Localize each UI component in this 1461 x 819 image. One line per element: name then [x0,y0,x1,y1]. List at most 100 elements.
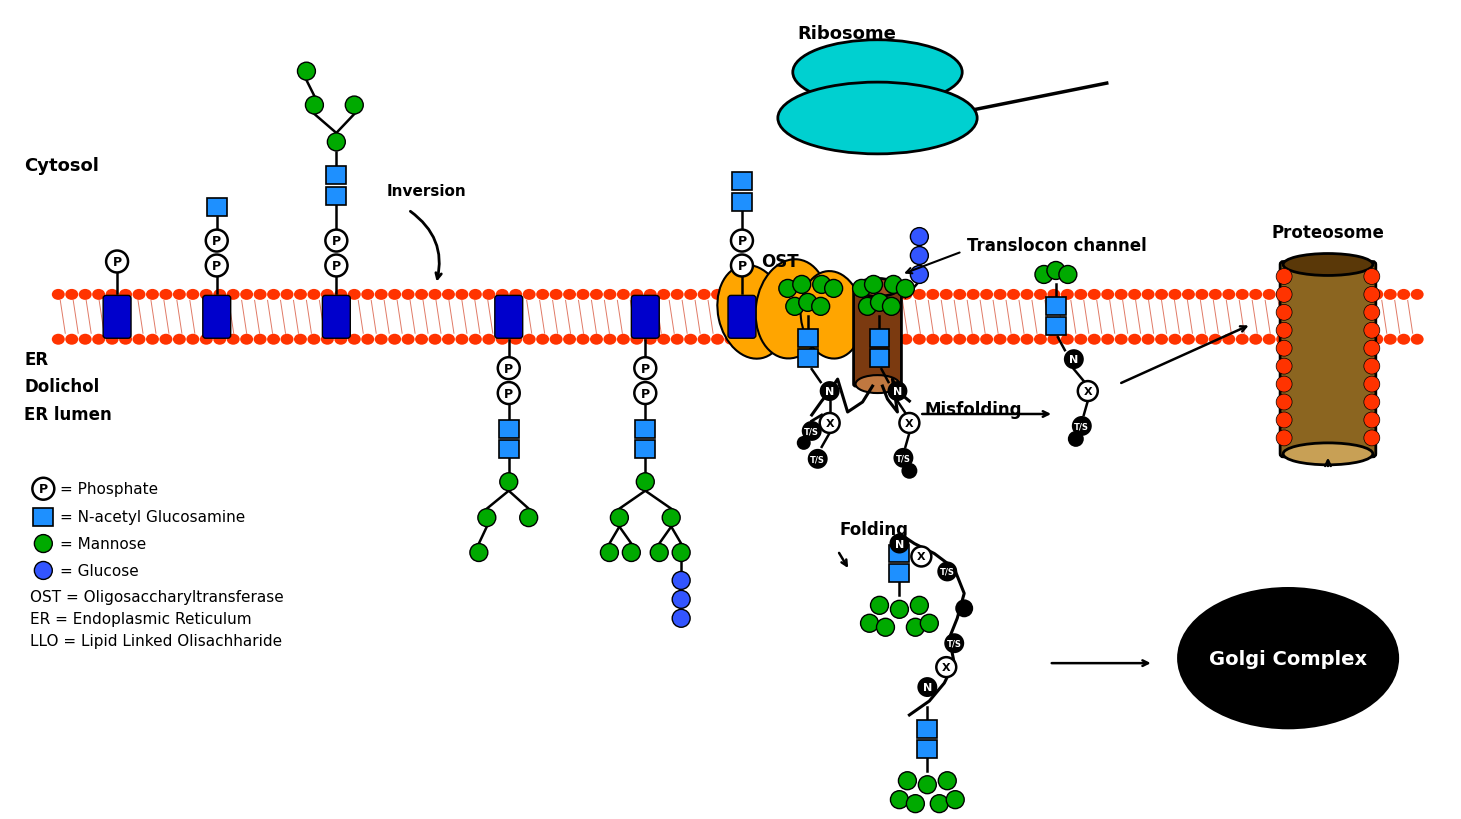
Ellipse shape [577,290,589,301]
Text: T/S: T/S [947,639,961,648]
FancyBboxPatch shape [1046,298,1067,316]
Ellipse shape [240,290,253,301]
Circle shape [861,614,878,632]
Text: = Phosphate: = Phosphate [60,482,158,496]
Ellipse shape [630,290,643,301]
Ellipse shape [456,290,469,301]
Ellipse shape [684,334,697,346]
Text: Dolichol: Dolichol [25,378,99,396]
Ellipse shape [657,334,671,346]
Ellipse shape [79,290,92,301]
Circle shape [672,590,690,609]
Circle shape [910,247,928,265]
Circle shape [1275,395,1292,410]
Circle shape [672,609,690,627]
Ellipse shape [1370,334,1384,346]
Ellipse shape [793,41,963,106]
Ellipse shape [443,290,454,301]
Ellipse shape [644,290,657,301]
Ellipse shape [1156,334,1167,346]
Circle shape [812,298,830,316]
Circle shape [899,771,916,790]
Ellipse shape [1330,290,1343,301]
Ellipse shape [66,334,79,346]
Ellipse shape [833,290,844,301]
Text: T/S: T/S [811,455,825,464]
Circle shape [931,794,948,812]
Ellipse shape [1007,334,1020,346]
Ellipse shape [779,290,792,301]
FancyBboxPatch shape [798,350,818,368]
Ellipse shape [267,290,281,301]
FancyBboxPatch shape [498,441,519,459]
Circle shape [611,509,628,527]
FancyBboxPatch shape [631,296,659,339]
Ellipse shape [805,290,818,301]
FancyBboxPatch shape [798,330,818,348]
Circle shape [877,618,894,636]
Ellipse shape [792,290,805,301]
Ellipse shape [644,334,657,346]
Circle shape [799,294,817,312]
Ellipse shape [751,334,764,346]
Circle shape [796,437,811,450]
Ellipse shape [254,290,266,301]
Ellipse shape [1179,589,1398,728]
Circle shape [345,97,364,115]
Ellipse shape [1169,290,1182,301]
Ellipse shape [1141,334,1154,346]
Text: P: P [212,235,221,248]
Circle shape [938,562,957,581]
Circle shape [1048,262,1065,280]
Circle shape [35,562,53,580]
Ellipse shape [1102,334,1115,346]
Ellipse shape [1283,254,1373,276]
Text: Inversion: Inversion [386,183,466,198]
Circle shape [802,422,821,441]
Ellipse shape [361,334,374,346]
Ellipse shape [1397,290,1410,301]
Ellipse shape [510,334,522,346]
Ellipse shape [200,290,213,301]
Text: Proteosome: Proteosome [1271,224,1385,242]
Ellipse shape [428,334,441,346]
Ellipse shape [617,334,630,346]
Circle shape [634,382,656,405]
Ellipse shape [172,290,186,301]
Ellipse shape [428,290,441,301]
Ellipse shape [510,290,522,301]
Circle shape [894,448,913,468]
Ellipse shape [361,290,374,301]
Ellipse shape [872,334,885,346]
FancyBboxPatch shape [918,740,938,758]
Text: T/S: T/S [939,568,954,577]
Circle shape [1275,287,1292,303]
Ellipse shape [294,334,307,346]
Circle shape [1365,395,1379,410]
Ellipse shape [1316,334,1330,346]
FancyBboxPatch shape [869,350,890,368]
FancyBboxPatch shape [104,296,131,339]
Ellipse shape [335,290,348,301]
Circle shape [520,509,538,527]
Ellipse shape [953,334,966,346]
Circle shape [897,280,915,298]
Text: T/S: T/S [896,454,910,463]
Ellipse shape [859,334,872,346]
FancyBboxPatch shape [890,545,909,563]
Text: P: P [332,235,340,248]
FancyBboxPatch shape [203,296,231,339]
Ellipse shape [172,334,186,346]
Circle shape [1365,305,1379,321]
Ellipse shape [1275,290,1289,301]
FancyBboxPatch shape [326,188,346,206]
Circle shape [1078,382,1097,401]
Ellipse shape [1236,290,1249,301]
Ellipse shape [226,290,240,301]
Text: N: N [825,387,834,396]
Circle shape [672,544,690,562]
Ellipse shape [120,290,131,301]
Ellipse shape [766,334,777,346]
FancyBboxPatch shape [732,173,752,191]
Circle shape [1068,432,1084,447]
